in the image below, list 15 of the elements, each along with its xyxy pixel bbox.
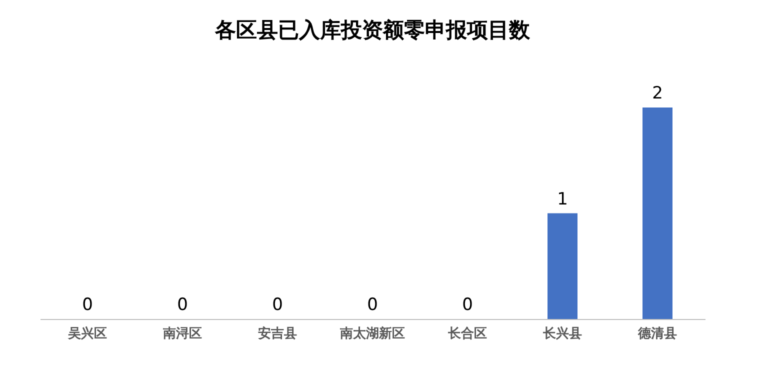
data-label: 0: [367, 295, 378, 315]
x-tick-label: 吴兴区: [67, 326, 107, 342]
x-tick-label: 长兴县: [542, 326, 582, 342]
data-label: 2: [652, 84, 663, 104]
data-label: 0: [82, 295, 93, 315]
x-tick-label: 南太湖新区: [339, 326, 405, 342]
data-label: 0: [177, 295, 188, 315]
x-tick-label: 南浔区: [162, 326, 202, 342]
x-tick-label: 长合区: [447, 326, 487, 342]
chart-title: 各区县已入库投资额零申报项目数: [214, 18, 531, 42]
x-tick-label: 安吉县: [258, 326, 297, 342]
data-label: 0: [272, 295, 283, 315]
data-label: 0: [462, 295, 473, 315]
x-tick-label: 德清县: [637, 326, 677, 342]
data-label: 1: [557, 189, 568, 210]
